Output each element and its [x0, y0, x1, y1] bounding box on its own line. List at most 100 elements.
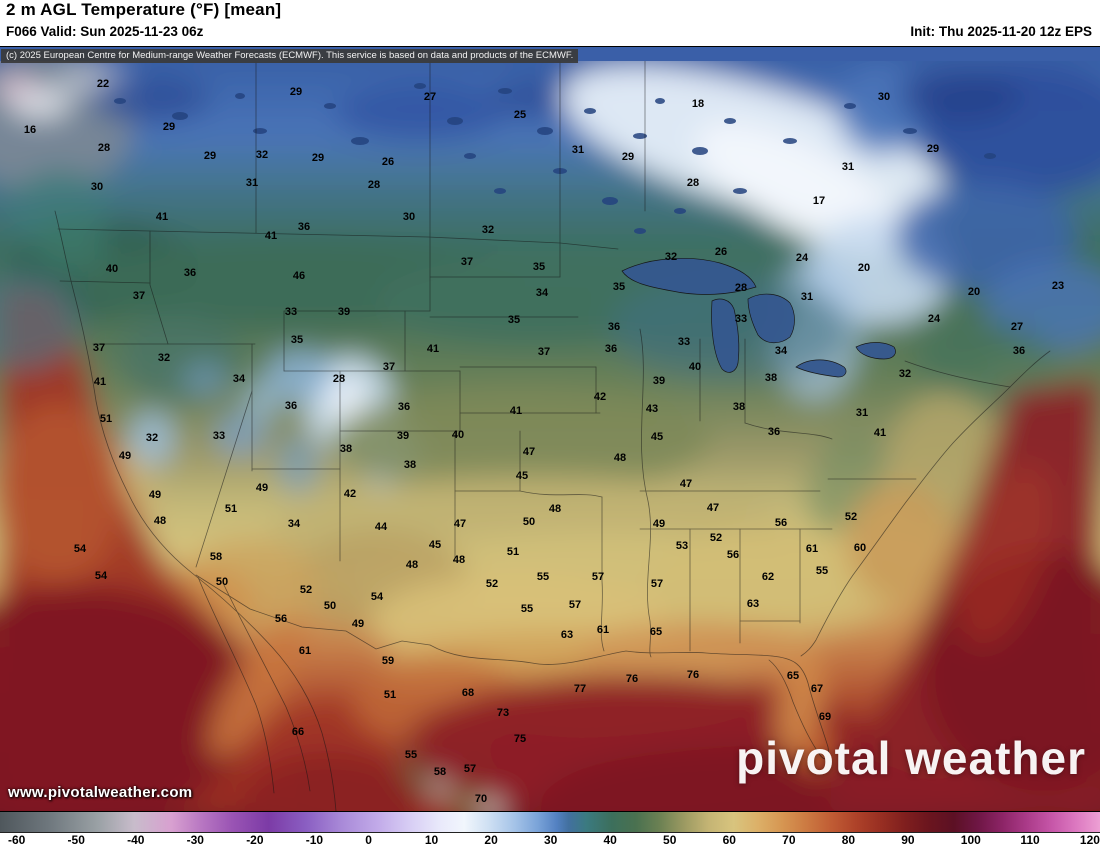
colorbar: -60 -50 -40 -30 -20 -10 0 10 20 30 40 50 60 70 80 90 100…: [0, 812, 1100, 850]
temp-label: 47: [706, 502, 720, 514]
temp-label: 41: [509, 405, 523, 417]
temp-label: 31: [841, 161, 855, 173]
temp-label: 25: [513, 109, 527, 121]
temp-label: 35: [532, 261, 546, 273]
temp-label: 45: [650, 431, 664, 443]
temp-label: 62: [761, 571, 775, 583]
temp-label: 32: [898, 368, 912, 380]
temp-label: 57: [591, 571, 605, 583]
temp-label: 40: [688, 361, 702, 373]
temp-label: 36: [1012, 345, 1026, 357]
temp-label: 24: [927, 313, 941, 325]
temp-label: 20: [857, 262, 871, 274]
temp-label: 54: [370, 591, 384, 603]
temp-label: 29: [926, 143, 940, 155]
temp-label: 36: [284, 400, 298, 412]
colorbar-tick-label: 40: [603, 833, 617, 847]
temp-label: 36: [397, 401, 411, 413]
temp-label: 34: [232, 373, 246, 385]
temp-label: 16: [23, 124, 37, 136]
init-time-label: Init: Thu 2025-11-20 12z EPS: [910, 24, 1092, 39]
colorbar-tick-label: -40: [127, 833, 145, 847]
colorbar-tick-label: 60: [722, 833, 736, 847]
header: 2 m AGL Temperature (°F) [mean] F066 Val…: [0, 0, 1100, 46]
temp-label: 37: [92, 342, 106, 354]
temp-label: 42: [593, 391, 607, 403]
temp-label: 55: [404, 749, 418, 761]
temp-label: 38: [732, 401, 746, 413]
temp-label: 55: [815, 565, 829, 577]
temp-label: 51: [506, 546, 520, 558]
temp-label: 37: [537, 346, 551, 358]
temp-label: 68: [461, 687, 475, 699]
temp-label: 52: [485, 578, 499, 590]
temp-label: 57: [463, 763, 477, 775]
temp-label: 34: [287, 518, 301, 530]
temp-label: 52: [299, 584, 313, 596]
temp-label: 48: [452, 554, 466, 566]
temp-label: 41: [264, 230, 278, 242]
temp-label: 20: [967, 286, 981, 298]
temp-label: 24: [795, 252, 809, 264]
temp-label: 40: [105, 263, 119, 275]
temp-label: 56: [726, 549, 740, 561]
temp-label: 33: [677, 336, 691, 348]
temp-label: 22: [96, 78, 110, 90]
temp-label: 30: [402, 211, 416, 223]
temp-label: 48: [405, 559, 419, 571]
temp-label: 63: [560, 629, 574, 641]
temp-label: 66: [291, 726, 305, 738]
temp-label: 35: [507, 314, 521, 326]
colorbar-tick-label: -10: [305, 833, 324, 847]
colorbar-tick-label: 110: [1020, 833, 1040, 847]
temp-label: 56: [274, 613, 288, 625]
colorbar-tick-label: 50: [663, 833, 677, 847]
temp-label: 43: [645, 403, 659, 415]
temp-label: 33: [212, 430, 226, 442]
temp-label: 34: [774, 345, 788, 357]
temp-label: 38: [764, 372, 778, 384]
temp-label: 40: [451, 429, 465, 441]
colorbar-tick-label: 120: [1079, 833, 1100, 847]
temp-label: 32: [664, 251, 678, 263]
temp-label: 37: [132, 290, 146, 302]
temp-label: 63: [746, 598, 760, 610]
temp-label: 32: [255, 149, 269, 161]
temp-label: 34: [535, 287, 549, 299]
page-title: 2 m AGL Temperature (°F) [mean]: [6, 0, 282, 19]
temp-label: 23: [1051, 280, 1065, 292]
temp-label: 37: [460, 256, 474, 268]
temp-label: 60: [853, 542, 867, 554]
watermark-url: www.pivotalweather.com: [8, 784, 193, 801]
temp-label: 52: [844, 511, 858, 523]
temp-labels-layer: 22 16 29 27 25 18 30 28 29 29 32 29 26 31 29 29 30 31 28 28…: [0, 61, 1100, 811]
temp-label: 44: [374, 521, 388, 533]
temp-label: 29: [621, 151, 635, 163]
temp-label: 58: [433, 766, 447, 778]
temp-label: 28: [97, 142, 111, 154]
map-canvas: 22 16 29 27 25 18 30 28 29 29 32 29 26 31 29 29 30 31 28 28…: [0, 61, 1100, 811]
temp-label: 17: [812, 195, 826, 207]
temp-label: 76: [686, 669, 700, 681]
temp-label: 36: [297, 221, 311, 233]
temp-label: 36: [604, 343, 618, 355]
temp-label: 28: [734, 282, 748, 294]
temp-label: 65: [786, 670, 800, 682]
temp-label: 28: [332, 373, 346, 385]
colorbar-tick-label: -20: [246, 833, 264, 847]
temp-label: 67: [810, 683, 824, 695]
colorbar-tick-label: 20: [484, 833, 498, 847]
temp-label: 41: [426, 343, 440, 355]
temp-label: 49: [351, 618, 365, 630]
colorbar-tick-label: 100: [960, 833, 981, 847]
temp-label: 69: [818, 711, 832, 723]
colorbar-ticks: -60 -50 -40 -30 -20 -10 0 10 20 30 40 50 60 70 80 90 100…: [0, 832, 1100, 850]
temp-label: 54: [94, 570, 108, 582]
temp-label: 45: [515, 470, 529, 482]
temp-label: 53: [675, 540, 689, 552]
temp-label: 41: [155, 211, 169, 223]
temp-label: 33: [734, 313, 748, 325]
temp-label: 49: [148, 489, 162, 501]
temp-label: 35: [612, 281, 626, 293]
temp-label: 39: [337, 306, 351, 318]
